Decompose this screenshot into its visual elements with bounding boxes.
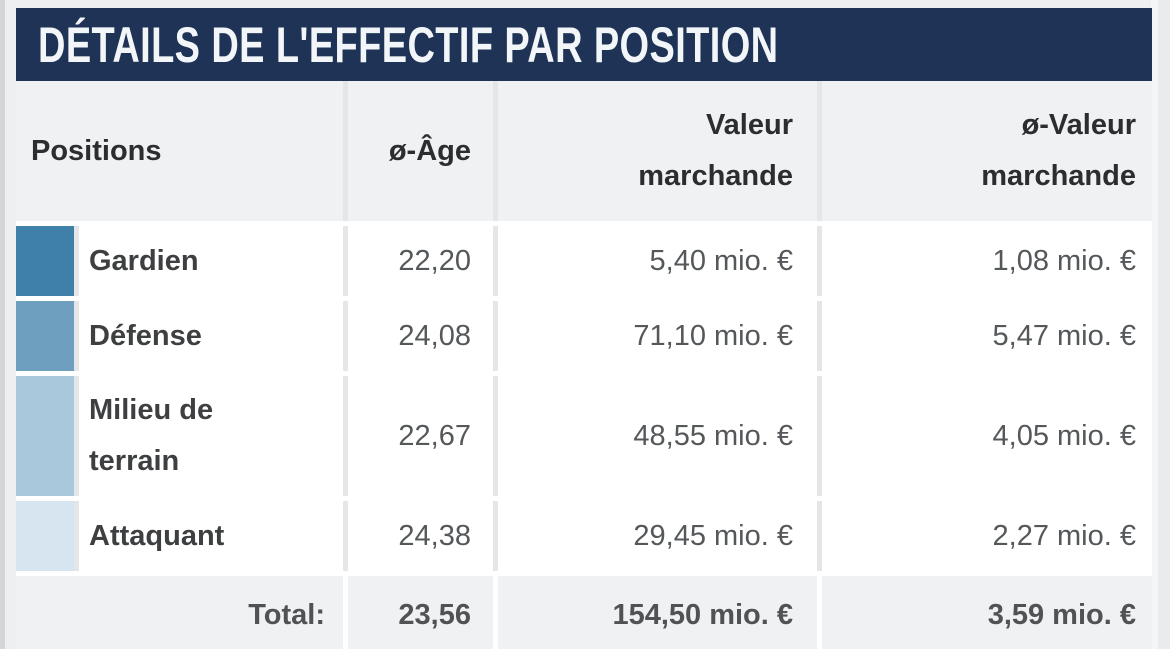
position-label: Défense bbox=[79, 301, 343, 371]
box-header: DÉTAILS DE L'EFFECTIF PAR POSITION bbox=[16, 8, 1152, 81]
position-label: Attaquant bbox=[79, 501, 343, 571]
avg-market-value: 2,27 mio. € bbox=[822, 501, 1152, 571]
column-header-age: ø-Âge bbox=[348, 81, 493, 221]
age-value: 24,38 bbox=[348, 501, 493, 571]
position-color-swatch bbox=[16, 226, 74, 296]
column-header-avg-market-value: ø-Valeur marchande bbox=[822, 81, 1152, 221]
avg-market-value: 4,05 mio. € bbox=[822, 376, 1152, 496]
avg-market-value: 1,08 mio. € bbox=[822, 226, 1152, 296]
total-age: 23,56 bbox=[348, 576, 493, 649]
total-market-value: 154,50 mio. € bbox=[498, 576, 817, 649]
market-value: 5,40 mio. € bbox=[498, 226, 817, 296]
market-value: 71,10 mio. € bbox=[498, 301, 817, 371]
position-label: Milieu de terrain bbox=[79, 376, 343, 496]
market-value: 29,45 mio. € bbox=[498, 501, 817, 571]
page-right-edge bbox=[1158, 0, 1170, 649]
squad-detail-box: DÉTAILS DE L'EFFECTIF PAR POSITION Posit… bbox=[16, 8, 1152, 649]
position-color-swatch bbox=[16, 376, 74, 496]
position-label: Gardien bbox=[79, 226, 343, 296]
position-color-swatch bbox=[16, 301, 74, 371]
age-value: 22,20 bbox=[348, 226, 493, 296]
age-value: 22,67 bbox=[348, 376, 493, 496]
positions-table: Positions ø-Âge Valeur marchande ø-Valeu… bbox=[16, 81, 1152, 649]
total-avg-market-value: 3,59 mio. € bbox=[822, 576, 1152, 649]
total-label: Total: bbox=[16, 576, 343, 649]
age-value: 24,08 bbox=[348, 301, 493, 371]
position-color-swatch bbox=[16, 501, 74, 571]
column-header-positions: Positions bbox=[16, 81, 343, 221]
avg-market-value: 5,47 mio. € bbox=[822, 301, 1152, 371]
page-title: DÉTAILS DE L'EFFECTIF PAR POSITION bbox=[38, 16, 779, 73]
market-value: 48,55 mio. € bbox=[498, 376, 817, 496]
page-left-edge bbox=[0, 0, 5, 649]
column-header-market-value: Valeur marchande bbox=[498, 81, 817, 221]
page-right-margin bbox=[1151, 0, 1158, 649]
